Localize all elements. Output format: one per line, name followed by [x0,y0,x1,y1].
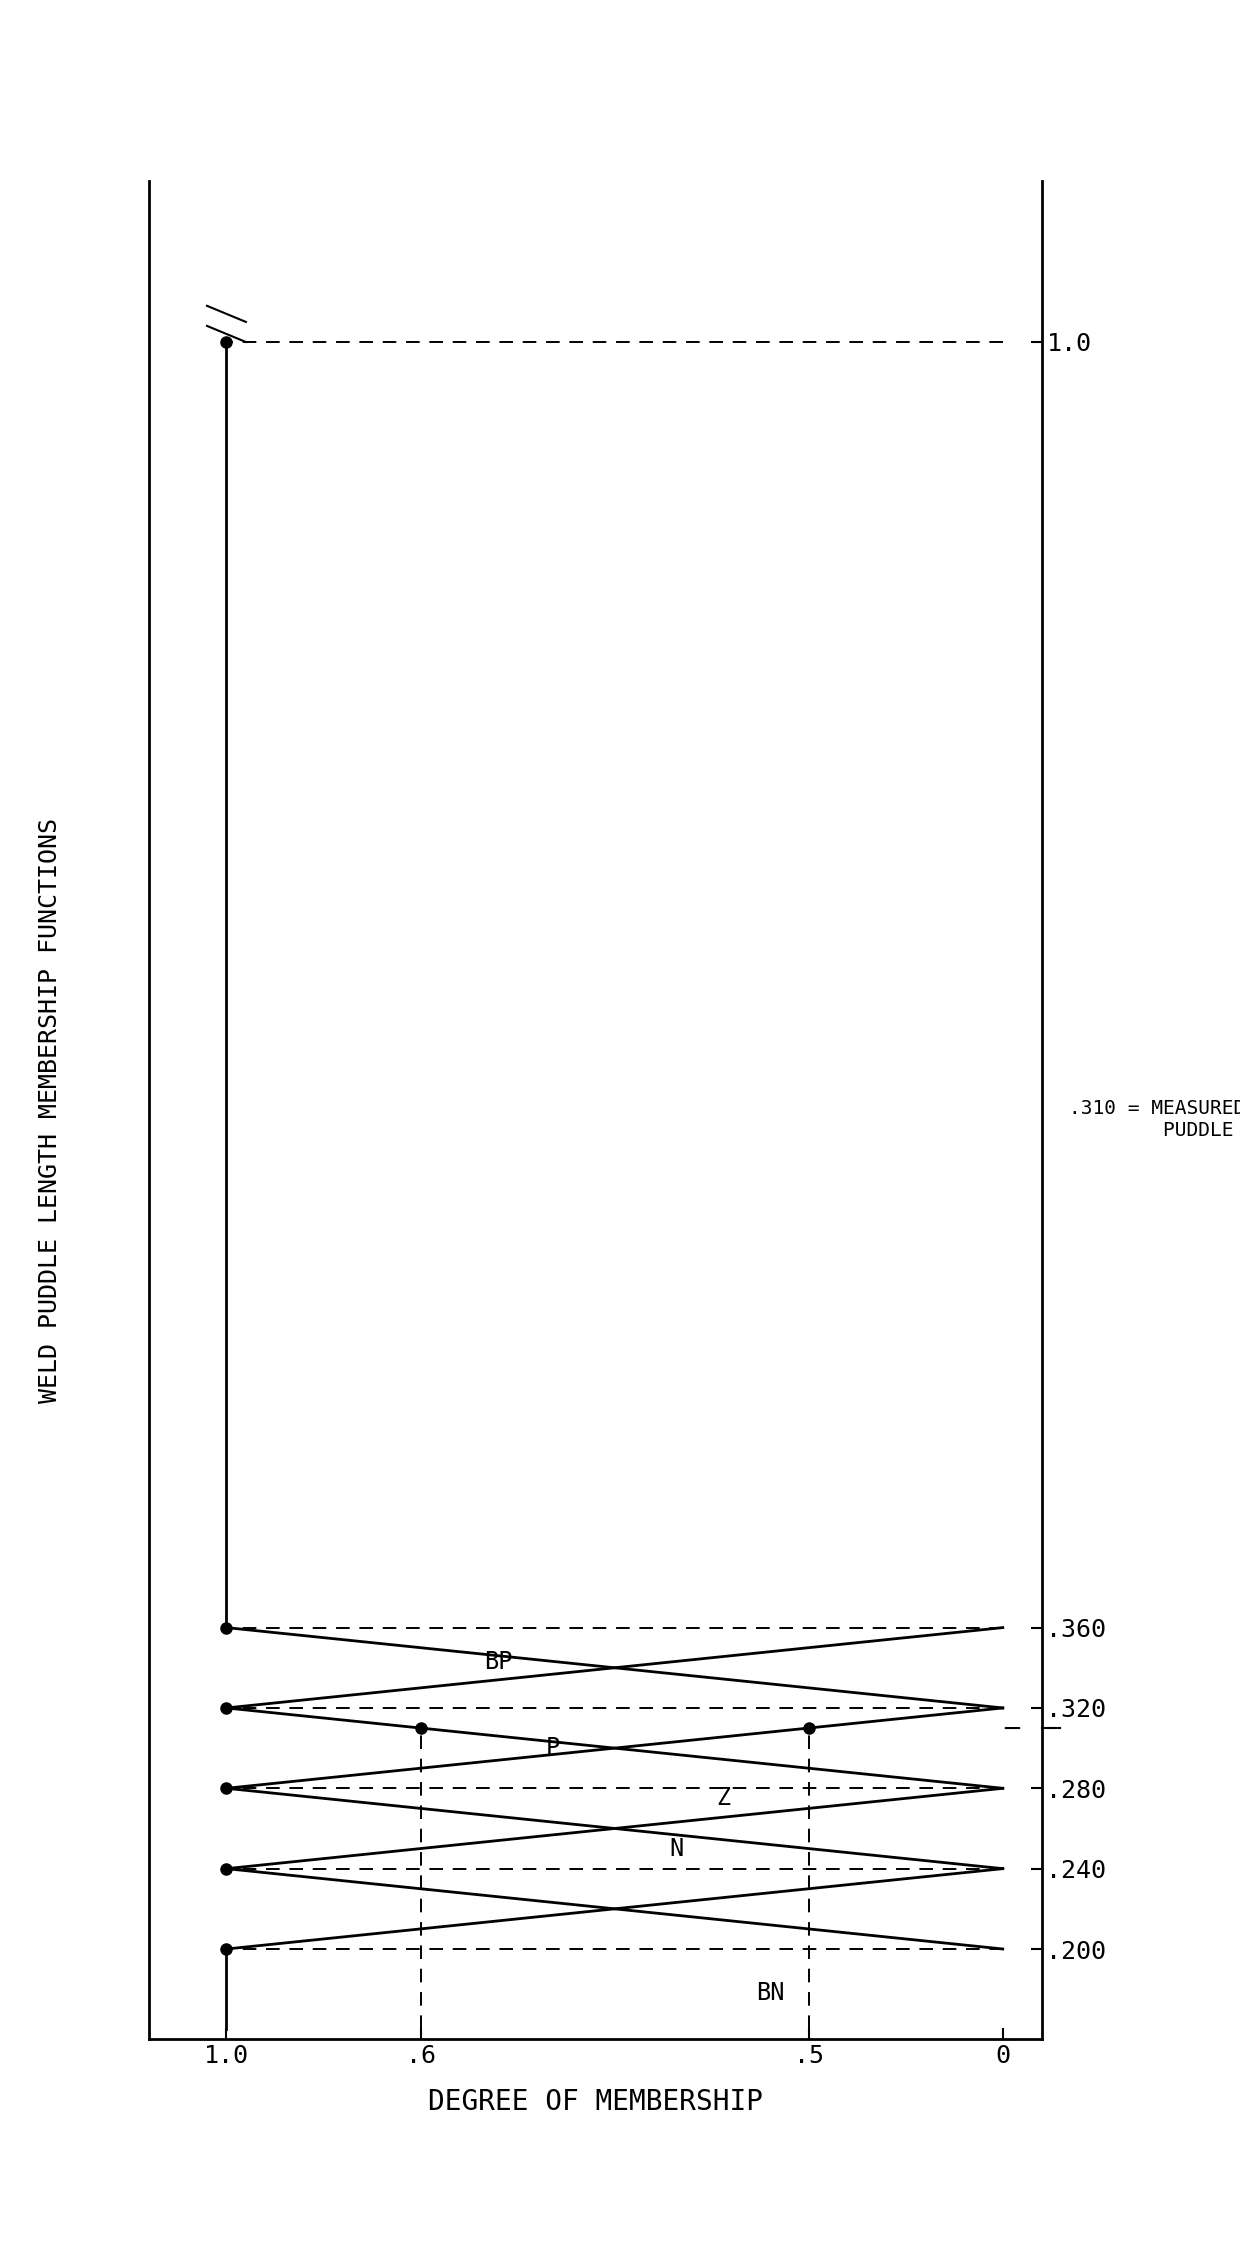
Text: N: N [670,1835,683,1860]
Text: BN: BN [755,1980,784,2005]
Text: BP: BP [484,1650,512,1675]
Text: P: P [546,1736,559,1761]
X-axis label: DEGREE OF MEMBERSHIP: DEGREE OF MEMBERSHIP [428,2087,763,2116]
Text: Z: Z [717,1786,730,1811]
Text: .310 = MEASURED WELD
        PUDDLE LENGTH: .310 = MEASURED WELD PUDDLE LENGTH [1069,1099,1240,1140]
Text: WELD PUDDLE LENGTH MEMBERSHIP FUNCTIONS: WELD PUDDLE LENGTH MEMBERSHIP FUNCTIONS [37,818,62,1403]
